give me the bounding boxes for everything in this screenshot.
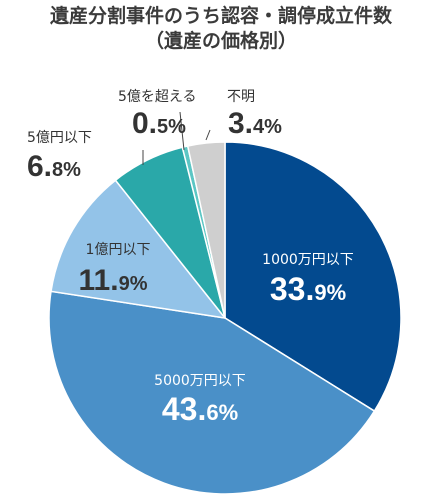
slice-label: 1億円以下 <box>86 242 151 258</box>
slice-value: 6.8% <box>27 150 81 183</box>
pie-slice <box>50 179 227 320</box>
chart-title: 遺産分割事件のうち認容・調停成立件数 <box>49 5 392 27</box>
leader-line <box>179 111 185 151</box>
slice-label: 1000万円以下 <box>262 252 354 268</box>
slice-label: 5億円以下 <box>27 130 92 146</box>
pie-slice <box>224 141 402 413</box>
slice-value: 3.4% <box>228 107 282 140</box>
slice-label: 不明 <box>227 89 255 105</box>
leader-line <box>205 129 211 141</box>
slice-value: 11.9% <box>79 264 148 297</box>
slice-label: 5000万円以下 <box>154 373 246 389</box>
slice-value: 0.5% <box>132 107 186 140</box>
slice-value: 33.9% <box>270 271 346 307</box>
chart-subtitle: （遺産の価格別） <box>144 30 297 52</box>
slice-value: 43.6% <box>162 391 238 427</box>
pie-slice <box>48 290 376 495</box>
slice-label: 5億を超える <box>118 89 197 105</box>
pie-slice <box>186 141 226 319</box>
